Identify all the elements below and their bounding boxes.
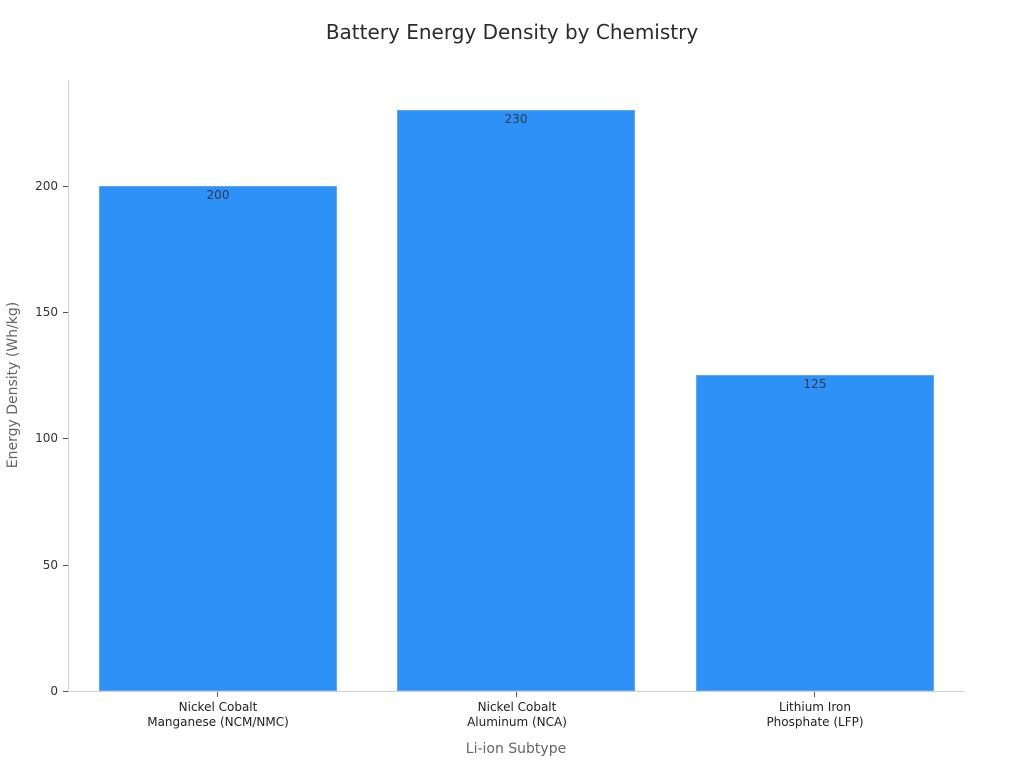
y-tick-mark bbox=[63, 691, 68, 692]
y-tick-mark bbox=[63, 186, 68, 187]
y-tick-150: 150 bbox=[0, 305, 68, 326]
y-tick-mark bbox=[63, 565, 68, 566]
y-tick-label: 100 bbox=[35, 431, 58, 445]
chart-title: Battery Energy Density by Chemistry bbox=[325, 20, 699, 44]
y-tick-label: 150 bbox=[35, 305, 58, 319]
y-tick-mark bbox=[63, 312, 68, 313]
x-axis-label: Li-ion Subtype bbox=[465, 741, 567, 757]
bar-value-label: 200 bbox=[206, 188, 230, 202]
x-tick-label-line2: Aluminum (NCA) bbox=[467, 715, 567, 729]
y-tick-label: 200 bbox=[35, 179, 58, 193]
bar-lfp[interactable]: 125 bbox=[696, 375, 934, 691]
x-tick-label: Nickel Cobalt Manganese (NCM/NMC) bbox=[98, 700, 338, 730]
x-tick-label: Nickel Cobalt Aluminum (NCA) bbox=[397, 700, 637, 730]
y-tick-100: 100 bbox=[0, 431, 68, 452]
x-tick-label-line1: Nickel Cobalt bbox=[178, 700, 258, 714]
x-tick-mark bbox=[814, 692, 815, 697]
y-tick-mark bbox=[63, 438, 68, 439]
y-tick-label: 0 bbox=[50, 684, 58, 698]
x-axis-line bbox=[68, 691, 964, 692]
x-tick-label-line1: Lithium Iron bbox=[779, 700, 851, 714]
x-tick-label-line2: Manganese (NCM/NMC) bbox=[147, 715, 289, 729]
x-tick-mark bbox=[217, 692, 218, 697]
x-tick-label: Lithium Iron Phosphate (LFP) bbox=[695, 700, 935, 730]
y-axis-line bbox=[68, 80, 69, 692]
y-tick-label: 50 bbox=[42, 558, 58, 572]
y-tick-200: 200 bbox=[0, 179, 68, 200]
x-tick-label-line2: Phosphate (LFP) bbox=[766, 715, 864, 729]
bar-ncm-nmc[interactable]: 200 bbox=[99, 186, 337, 691]
x-tick-label-line1: Nickel Cobalt bbox=[477, 700, 557, 714]
bar-value-label: 125 bbox=[803, 377, 827, 391]
y-tick-50: 50 bbox=[0, 558, 68, 579]
y-tick-0: 0 bbox=[0, 684, 68, 705]
bar-nca[interactable]: 230 bbox=[397, 110, 635, 691]
bar-value-label: 230 bbox=[504, 112, 528, 126]
x-tick-mark bbox=[516, 692, 517, 697]
